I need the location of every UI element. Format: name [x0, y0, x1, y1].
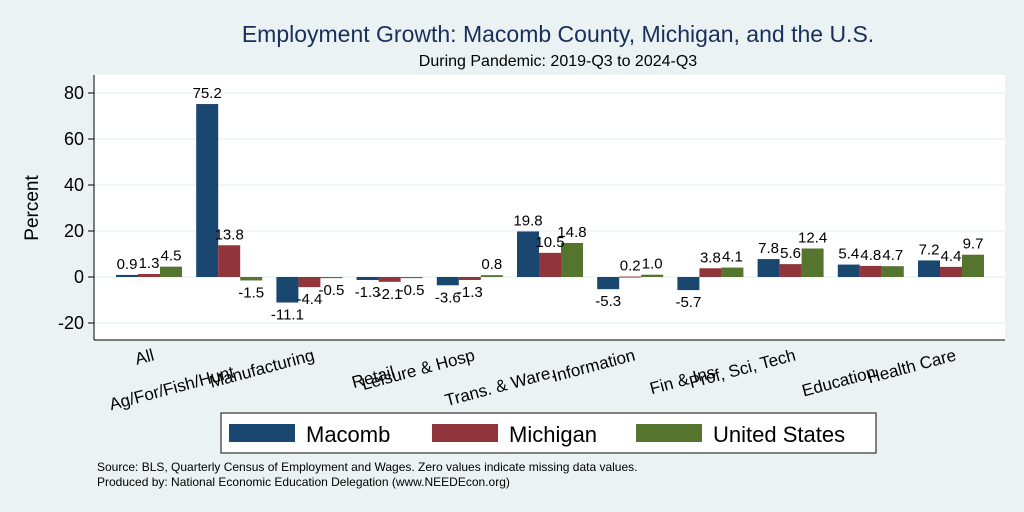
data-label: -11.1 [271, 307, 304, 324]
bar-macomb [356, 277, 379, 280]
bar-united-states [480, 275, 503, 277]
bar-macomb [837, 264, 860, 277]
data-label: 0.2 [620, 258, 641, 275]
data-label: 9.7 [963, 236, 984, 253]
bar-macomb [597, 277, 620, 290]
legend-swatch [229, 424, 295, 442]
data-label: 14.8 [557, 224, 586, 241]
data-label: 1.3 [139, 255, 160, 272]
bar-michigan [940, 266, 962, 277]
bar-michigan [458, 277, 481, 280]
legend-label: Macomb [306, 422, 390, 447]
data-label: -1.3 [355, 284, 381, 301]
legend-box [220, 412, 877, 454]
chart-subtitle: During Pandemic: 2019-Q3 to 2024-Q3 [419, 53, 697, 70]
data-label: 10.5 [535, 234, 564, 251]
bar-macomb [276, 277, 299, 303]
bar-united-states [881, 266, 904, 277]
data-label: 5.6 [780, 245, 801, 262]
bar-michigan [298, 277, 321, 288]
data-label: 75.2 [193, 85, 222, 102]
bar-united-states [400, 277, 423, 279]
source-note: Source: BLS, Quarterly Census of Employm… [97, 460, 637, 474]
data-label: 4.1 [722, 249, 743, 266]
bar-michigan [859, 265, 882, 277]
bar-michigan [779, 264, 802, 277]
bar-macomb [677, 277, 700, 291]
bar-macomb [436, 277, 459, 286]
y-tick-label: 80 [64, 83, 84, 103]
data-label: -5.7 [675, 294, 701, 311]
bar-michigan [218, 245, 241, 277]
y-axis-ticks: 80 60 40 20 0 -20 [58, 83, 94, 333]
data-labels: 0.9 1.3 4.575.213.8-1.5-11.1-4.4-0.5 -1.3-2… [117, 85, 984, 323]
data-label: 19.8 [513, 212, 542, 229]
bar-macomb [196, 104, 219, 277]
bar-united-states [641, 274, 664, 277]
bar-michigan [539, 252, 561, 277]
data-label: -0.5 [399, 282, 425, 299]
data-label: -5.3 [595, 293, 621, 310]
category-label: Prof, Sci, Tech [687, 346, 797, 393]
bar-united-states [962, 254, 984, 277]
legend: Macomb Michigan United States [220, 412, 877, 454]
data-label: -3.6 [435, 289, 461, 306]
data-label: 4.5 [161, 248, 182, 265]
category-label: All [133, 346, 156, 369]
y-tick-label: 40 [64, 175, 84, 195]
y-tick-label: 20 [64, 221, 84, 241]
legend-swatch [432, 424, 498, 442]
data-label: 13.8 [215, 226, 244, 243]
data-label: 0.9 [117, 256, 138, 273]
data-label: -0.5 [318, 282, 344, 299]
legend-label: United States [713, 422, 845, 447]
data-label: 4.8 [860, 247, 881, 264]
bar-michigan [138, 274, 160, 277]
bar-united-states [160, 266, 182, 277]
bar-macomb [757, 259, 780, 277]
data-label: -1.3 [457, 284, 483, 301]
bar-united-states [561, 242, 583, 277]
data-label: 4.4 [941, 248, 962, 265]
bar-macomb [918, 260, 940, 277]
bar-united-states [801, 248, 824, 277]
data-label: -2.1 [377, 286, 403, 303]
bar-united-states [320, 277, 343, 279]
bar-macomb [517, 231, 539, 277]
legend-label: Michigan [509, 422, 597, 447]
y-tick-label: 60 [64, 129, 84, 149]
produced-by-note: Produced by: National Economic Education… [97, 475, 510, 489]
data-label: 12.4 [798, 229, 827, 246]
data-label: -4.4 [296, 291, 322, 308]
chart-title: Employment Growth: Macomb County, Michig… [242, 21, 874, 47]
bar-united-states [721, 267, 744, 277]
y-axis-title: Percent [22, 175, 43, 241]
data-label: 1.0 [642, 256, 663, 273]
y-tick-label: -20 [58, 313, 84, 333]
category-label: Information [550, 346, 637, 386]
bars [116, 104, 984, 303]
data-label: 3.8 [700, 249, 721, 266]
bar-michigan [378, 277, 401, 282]
bar-united-states [240, 277, 263, 281]
bar-michigan [619, 276, 642, 278]
plot-area [94, 75, 1005, 340]
data-label: 4.7 [882, 247, 903, 264]
data-label: 0.8 [481, 256, 502, 273]
bar-macomb [116, 274, 138, 277]
data-label: 7.2 [919, 241, 940, 258]
data-label: 7.8 [758, 240, 779, 257]
legend-swatch [636, 424, 702, 442]
category-label: Manufacturing [207, 346, 316, 392]
y-tick-label: 0 [74, 267, 84, 287]
category-label: Trans. & Ware. [443, 363, 557, 411]
category-label: Health Care [865, 346, 958, 388]
bar-michigan [699, 268, 722, 277]
data-label: 5.4 [838, 246, 859, 263]
data-label: -1.5 [238, 284, 264, 301]
